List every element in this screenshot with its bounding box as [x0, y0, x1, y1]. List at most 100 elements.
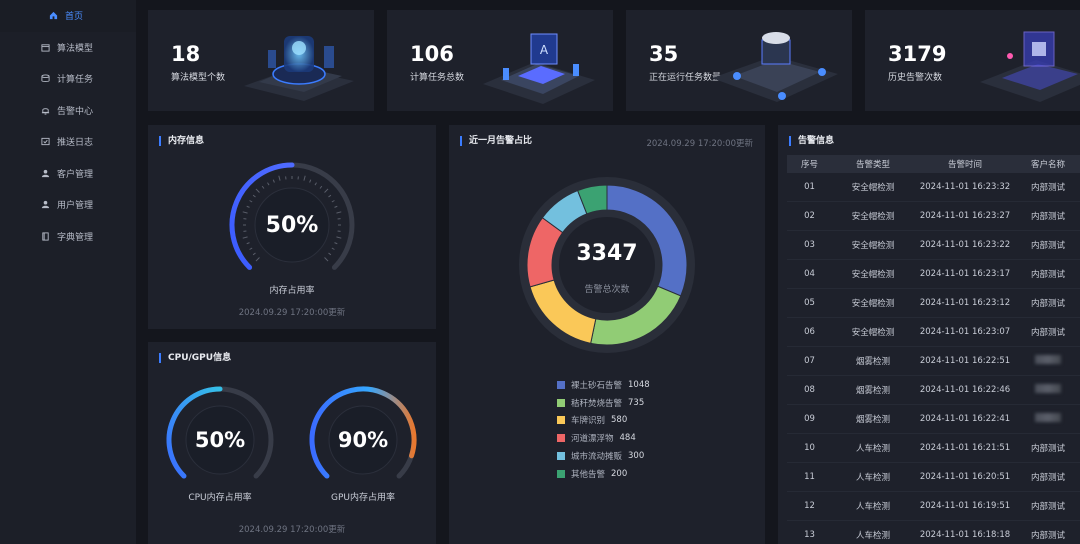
legend-item[interactable]: 河道漂浮物 484 — [557, 429, 650, 447]
table-cell-customer: 内部测试 — [1030, 241, 1065, 251]
sidebar-item-6[interactable]: 用户管理 — [0, 189, 136, 221]
redacted-placeholder — [1035, 384, 1061, 393]
table-cell-customer — [1016, 355, 1080, 367]
panel-title: 告警信息 — [789, 136, 834, 146]
table-cell-time: 2024-11-01 16:22:46 — [919, 385, 1011, 395]
table-cell-customer: 内部测试 — [1030, 328, 1065, 338]
legend-value: 200 — [611, 468, 628, 479]
legend-item[interactable]: 车牌识别 580 — [557, 412, 650, 430]
table-row[interactable]: 07 烟雾检测 2024-11-01 16:22:51 — [787, 347, 1080, 376]
table-cell-type: 安全帽检测 — [851, 241, 895, 251]
alarm-info-panel: 告警信息 — [778, 125, 1080, 544]
gauge-tick — [324, 188, 329, 193]
sidebar-item-5[interactable]: 客户管理 — [0, 158, 136, 190]
table-cell-no: 13 — [804, 530, 815, 540]
memory-caption: 内存占用率 — [269, 286, 315, 296]
gauge-tick — [249, 247, 253, 250]
table-row[interactable]: 01 安全帽检测 2024-11-01 16:23:32 内部测试 — [787, 173, 1080, 202]
legend-swatch — [557, 398, 565, 407]
sidebar-item-label: 字典管理 — [57, 232, 94, 243]
table-cell-time: 2024-11-01 16:23:07 — [919, 327, 1011, 337]
sidebar-item-0[interactable]: 首页 — [0, 0, 136, 32]
table-cell-customer — [1016, 384, 1080, 396]
table-cell-time: 2024-11-01 16:23:17 — [919, 269, 1011, 279]
table-cell-type: 安全帽检测 — [851, 328, 895, 338]
sidebar-item-label: 用户管理 — [57, 201, 94, 212]
table-row[interactable]: 04 安全帽检测 2024-11-01 16:23:17 内部测试 — [787, 260, 1080, 289]
sidebar-item-label: 首页 — [65, 12, 84, 23]
legend-value: 484 — [619, 433, 636, 444]
legend-item[interactable]: 裸土砂石告警 1048 — [557, 376, 650, 394]
legend-value: 735 — [628, 397, 645, 408]
legend-swatch — [557, 469, 565, 478]
panel-title: 内存信息 — [159, 136, 204, 146]
stat-card-running: 35 正在运行任务数量 — [626, 10, 852, 111]
sidebar-item-4[interactable]: 推送日志 — [0, 126, 136, 158]
log-icon — [40, 137, 50, 147]
table-cell-type: 人车检测 — [855, 502, 890, 512]
table-row[interactable]: 13 人车检测 2024-11-01 16:18:18 内部测试 — [787, 521, 1080, 544]
legend-label: 河道漂浮物 — [571, 434, 614, 445]
table-cell-customer: 内部测试 — [1030, 299, 1065, 309]
stat-label: 历史告警次数 — [888, 73, 943, 83]
legend-label: 秸秆焚烧告警 — [571, 398, 623, 409]
legend-value: 1048 — [628, 379, 650, 390]
stat-value: 35 — [649, 42, 679, 66]
sidebar-item-label: 告警中心 — [57, 106, 94, 117]
table-row[interactable]: 11 人车检测 2024-11-01 16:20:51 内部测试 — [787, 463, 1080, 492]
stat-label: 算法模型个数 — [171, 73, 226, 83]
bell-icon — [40, 105, 50, 115]
gauge-tick — [324, 257, 329, 262]
gauge-tick — [336, 236, 342, 239]
legend-label: 城市流动摊贩 — [571, 452, 623, 463]
table-row[interactable]: 05 安全帽检测 2024-11-01 16:23:12 内部测试 — [787, 289, 1080, 318]
gauge-tick — [249, 200, 253, 203]
table-row[interactable]: 06 安全帽检测 2024-11-01 16:23:07 内部测试 — [787, 318, 1080, 347]
legend-swatch — [557, 452, 565, 461]
gauge-tick — [303, 175, 306, 181]
column-header: 告警类型 — [855, 160, 890, 170]
table-cell-no: 06 — [804, 327, 815, 337]
sidebar-item-2[interactable]: 计算任务 — [0, 63, 136, 95]
user-icon — [40, 200, 50, 210]
legend-item[interactable]: 秸秆焚烧告警 735 — [557, 394, 650, 412]
table-cell-time: 2024-11-01 16:23:32 — [919, 182, 1011, 192]
legend-item[interactable]: 其他告警 200 — [557, 465, 650, 483]
table-cell-customer — [1016, 413, 1080, 425]
database-icon — [40, 74, 50, 84]
stat-card-alarms: 3179 历史告警次数 — [865, 10, 1080, 111]
table-row[interactable]: 08 烟雾检测 2024-11-01 16:22:46 — [787, 376, 1080, 405]
sidebar-item-7[interactable]: 字典管理 — [0, 221, 136, 253]
table-cell-time: 2024-11-01 16:23:12 — [919, 298, 1011, 308]
table-row[interactable]: 12 人车检测 2024-11-01 16:19:51 内部测试 — [787, 492, 1080, 521]
table-cell-time: 2024-11-01 16:20:51 — [919, 472, 1011, 482]
legend-label: 裸土砂石告警 — [571, 380, 623, 391]
sidebar-item-3[interactable]: 告警中心 — [0, 95, 136, 127]
table-row[interactable]: 02 安全帽检测 2024-11-01 16:23:27 内部测试 — [787, 202, 1080, 231]
table-cell-no: 04 — [804, 269, 815, 279]
table-row[interactable]: 03 安全帽检测 2024-11-01 16:23:22 内部测试 — [787, 231, 1080, 260]
legend-label: 车牌识别 — [571, 416, 606, 427]
sidebar-item-1[interactable]: 算法模型 — [0, 32, 136, 64]
memory-gauge — [229, 162, 355, 270]
cpu-percent: 50% — [194, 428, 246, 452]
gauge-tick — [252, 252, 256, 256]
sidebar: 首页算法模型 计算任务告警中心推送日志客户管理用户管理字典管理 — [0, 0, 136, 544]
legend-item[interactable]: 城市流动摊贩 300 — [557, 447, 650, 465]
redacted-placeholder — [1035, 413, 1061, 422]
cpu-caption: CPU内存占用率 — [188, 493, 252, 503]
sidebar-item-label: 客户管理 — [57, 169, 94, 180]
table-cell-no: 10 — [804, 443, 815, 453]
table-row[interactable]: 10 人车检测 2024-11-01 16:21:51 内部测试 — [787, 434, 1080, 463]
table-cell-no: 02 — [804, 211, 815, 221]
gauge-tick — [336, 211, 342, 214]
gpu-percent: 90% — [337, 428, 389, 452]
memory-panel: 内存信息 50% 内存占用率 2024.09.29 17:20:00更新 — [148, 125, 436, 329]
table-cell-no: 08 — [804, 385, 815, 395]
gauge-tick — [242, 211, 248, 214]
alarm-total-label: 告警总次数 — [584, 285, 630, 295]
table-row[interactable]: 09 烟雾检测 2024-11-01 16:22:41 — [787, 405, 1080, 434]
cpugpu-updated: 2024.09.29 17:20:00更新 — [238, 525, 346, 535]
gauge-tick — [314, 182, 317, 186]
table-cell-type: 安全帽检测 — [851, 270, 895, 280]
